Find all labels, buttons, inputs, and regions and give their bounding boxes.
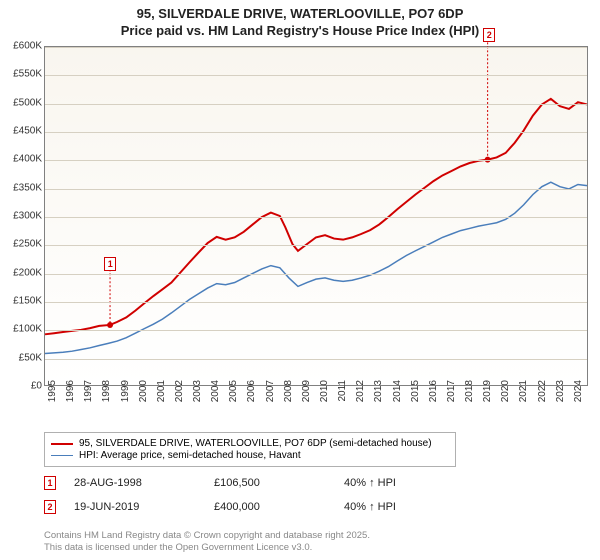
annotation-pct-1: 40% ↑ HPI [344,477,396,489]
gridline-h [45,217,587,218]
x-tick-label: 2002 [174,380,185,420]
y-tick-label: £450K [0,126,42,137]
marker-box-1: 1 [104,257,116,271]
x-tick-label: 2012 [355,380,366,420]
x-tick-label: 2004 [210,380,221,420]
x-tick-label: 2010 [319,380,330,420]
x-tick-label: 2007 [265,380,276,420]
x-tick-label: 2009 [301,380,312,420]
x-tick-label: 2018 [464,380,475,420]
y-tick-label: £100K [0,324,42,335]
legend-swatch-hpi [51,455,73,456]
x-tick-label: 2003 [192,380,203,420]
x-tick-label: 2022 [537,380,548,420]
gridline-h [45,359,587,360]
chart-title: 95, SILVERDALE DRIVE, WATERLOOVILLE, PO7… [0,0,600,40]
x-tick-label: 1995 [47,380,58,420]
legend-item-hpi: HPI: Average price, semi-detached house,… [51,450,449,461]
gridline-h [45,330,587,331]
x-tick-label: 2015 [410,380,421,420]
gridline-h [45,104,587,105]
gridline-h [45,245,587,246]
annotation-pct-2: 40% ↑ HPI [344,501,396,513]
x-tick-label: 2014 [392,380,403,420]
y-tick-label: £500K [0,97,42,108]
x-tick-label: 2006 [246,380,257,420]
x-tick-label: 1996 [65,380,76,420]
gridline-h [45,189,587,190]
x-tick-label: 1998 [101,380,112,420]
gridline-h [45,274,587,275]
gridline-h [45,302,587,303]
x-tick-label: 2000 [138,380,149,420]
x-tick-label: 2021 [518,380,529,420]
title-line-1: 95, SILVERDALE DRIVE, WATERLOOVILLE, PO7… [0,6,600,23]
legend-label-hpi: HPI: Average price, semi-detached house,… [79,450,301,461]
x-tick-label: 2019 [482,380,493,420]
annotation-price-2: £400,000 [214,501,344,513]
gridline-h [45,47,587,48]
y-tick-label: £50K [0,352,42,363]
legend-swatch-price-paid [51,443,73,445]
x-tick-label: 2008 [283,380,294,420]
annotation-row-1: 1 28-AUG-1998 £106,500 40% ↑ HPI [44,476,584,490]
legend: 95, SILVERDALE DRIVE, WATERLOOVILLE, PO7… [44,432,456,467]
x-tick-label: 2020 [500,380,511,420]
annotation-date-2: 19-JUN-2019 [74,501,214,513]
marker-box-2: 2 [483,28,495,42]
footer-line-2: This data is licensed under the Open Gov… [44,542,370,554]
x-tick-label: 2016 [428,380,439,420]
y-tick-label: £150K [0,296,42,307]
chart-plot-area: 12 [44,46,588,386]
x-tick-label: 2023 [555,380,566,420]
gridline-h [45,75,587,76]
x-tick-label: 2001 [156,380,167,420]
x-tick-label: 2013 [373,380,384,420]
annotation-marker-1: 1 [44,476,56,490]
annotation-date-1: 28-AUG-1998 [74,477,214,489]
annotation-row-2: 2 19-JUN-2019 £400,000 40% ↑ HPI [44,500,584,514]
x-tick-label: 1999 [120,380,131,420]
x-tick-label: 1997 [83,380,94,420]
x-tick-label: 2017 [446,380,457,420]
footer-line-1: Contains HM Land Registry data © Crown c… [44,530,370,542]
x-tick-label: 2024 [573,380,584,420]
legend-item-price-paid: 95, SILVERDALE DRIVE, WATERLOOVILLE, PO7… [51,438,449,449]
annotation-marker-2: 2 [44,500,56,514]
gridline-h [45,132,587,133]
legend-label-price-paid: 95, SILVERDALE DRIVE, WATERLOOVILLE, PO7… [79,438,432,449]
y-tick-label: £600K [0,41,42,52]
series-line-hpi [45,182,587,353]
y-tick-label: £250K [0,239,42,250]
annotation-price-1: £106,500 [214,477,344,489]
chart-svg [45,47,587,385]
y-tick-label: £350K [0,182,42,193]
x-tick-label: 2011 [337,380,348,420]
footer-attribution: Contains HM Land Registry data © Crown c… [44,530,370,554]
y-tick-label: £0 [0,381,42,392]
gridline-h [45,160,587,161]
y-tick-label: £200K [0,267,42,278]
y-tick-label: £300K [0,211,42,222]
y-tick-label: £400K [0,154,42,165]
x-tick-label: 2005 [228,380,239,420]
title-line-2: Price paid vs. HM Land Registry's House … [0,23,600,40]
y-tick-label: £550K [0,69,42,80]
